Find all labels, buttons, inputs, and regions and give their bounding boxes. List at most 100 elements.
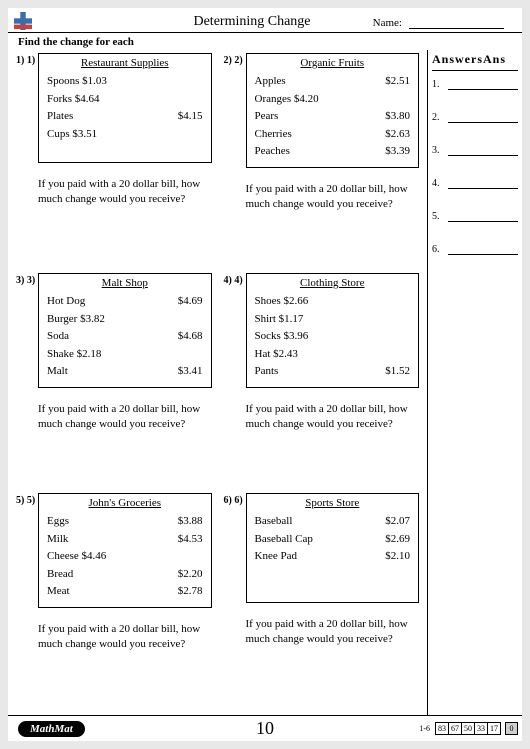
item-row: Pears $3.80: [255, 108, 411, 126]
item-row: Eggs$3.88: [47, 513, 203, 531]
item-price: $3.41: [178, 363, 203, 381]
score-cell: 50: [461, 722, 475, 735]
item-name: Cherries: [255, 126, 292, 144]
item-row: Hat $2.43: [255, 346, 411, 364]
item-row: Cups $3.51: [47, 126, 203, 144]
item-name: Milk: [47, 531, 68, 549]
score-final: 0: [505, 722, 518, 735]
item-row: Malt $3.41: [47, 363, 203, 381]
item-name: Plates: [47, 108, 73, 126]
item-name-price: Socks $3.96: [255, 328, 309, 346]
problem-number: 6) 6): [224, 493, 246, 603]
answer-input-line[interactable]: [448, 80, 518, 90]
problem: 1) 1)Restaurant SuppliesSpoons $1.03Fork…: [16, 53, 212, 267]
worksheet-page: Determining Change Name: Find the change…: [8, 8, 522, 741]
item-name-price: Burger $3.82: [47, 311, 105, 329]
item-name: Baseball: [255, 513, 293, 531]
item-row: Forks $4.64: [47, 91, 203, 109]
price-box: Sports StoreBaseball$2.07Baseball Cap$2.…: [246, 493, 420, 603]
score-cell: 67: [448, 722, 462, 735]
item-row: Milk $4.53: [47, 531, 203, 549]
item-price: $4.68: [178, 328, 203, 346]
question-text: If you paid with a 20 dollar bill, how m…: [16, 163, 212, 211]
item-name: Malt: [47, 363, 68, 381]
brand-badge: MathMat: [18, 721, 85, 737]
question-text: If you paid with a 20 dollar bill, how m…: [224, 603, 420, 651]
item-name-price: Shoes $2.66: [255, 293, 309, 311]
answer-number: 4.: [432, 178, 444, 189]
item-price: $2.10: [385, 548, 410, 566]
item-row: Bread $2.20: [47, 566, 203, 584]
item-name: Baseball Cap: [255, 531, 313, 549]
score-boxes: 83675033170: [436, 722, 518, 735]
answers-sidebar: AnswersAns 1. 2. 3. 4. 5. 6.: [427, 50, 522, 715]
item-price: $2.78: [178, 583, 203, 601]
item-name-price: Oranges $4.20: [255, 91, 319, 109]
problem-number: 3) 3): [16, 273, 38, 388]
item-price: $3.80: [385, 108, 410, 126]
item-row: Hot Dog$4.69: [47, 293, 203, 311]
answer-row: 1.: [432, 79, 518, 90]
page-number: 10: [256, 718, 274, 739]
item-name: Peaches: [255, 143, 290, 161]
item-row: Baseball $2.07: [255, 513, 411, 531]
item-row: Cheese $4.46: [47, 548, 203, 566]
score-cell: 33: [474, 722, 488, 735]
item-row: Spoons $1.03: [47, 73, 203, 91]
item-name-price: Hat $2.43: [255, 346, 298, 364]
item-name: Soda: [47, 328, 69, 346]
problem-number: 4) 4): [224, 273, 246, 388]
item-price: $4.15: [178, 108, 203, 126]
item-row: Meat $2.78: [47, 583, 203, 601]
item-name: Eggs: [47, 513, 69, 531]
price-box: Clothing StoreShoes $2.66Shirt $1.17Sock…: [246, 273, 420, 388]
name-input-line[interactable]: [409, 28, 504, 29]
problem-number: 1) 1): [16, 53, 38, 163]
answer-input-line[interactable]: [448, 179, 518, 189]
item-row: Oranges $4.20: [255, 91, 411, 109]
item-name: Bread: [47, 566, 73, 584]
store-title: John's Groceries: [47, 497, 203, 509]
price-box: Restaurant SuppliesSpoons $1.03Forks $4.…: [38, 53, 212, 163]
answer-input-line[interactable]: [448, 212, 518, 222]
answer-input-line[interactable]: [448, 245, 518, 255]
answer-input-line[interactable]: [448, 146, 518, 156]
problem: 3) 3) Malt Shop Hot Dog$4.69Burger $3.82So…: [16, 273, 212, 487]
answer-row: 2.: [432, 112, 518, 123]
item-row: Shoes $2.66: [255, 293, 411, 311]
item-price: $2.20: [178, 566, 203, 584]
answer-row: 5.: [432, 211, 518, 222]
item-row: Baseball Cap$2.69: [255, 531, 411, 549]
item-name: Pants: [255, 363, 279, 381]
score-range: 1-6: [419, 724, 432, 733]
answer-number: 6.: [432, 244, 444, 255]
item-name: Pears: [255, 108, 279, 126]
question-text: If you paid with a 20 dollar bill, how m…: [16, 388, 212, 436]
answer-number: 5.: [432, 211, 444, 222]
item-row: Knee Pad $2.10: [255, 548, 411, 566]
footer-right: 1-6 83675033170: [419, 722, 518, 735]
item-name: Knee Pad: [255, 548, 297, 566]
answer-number: 3.: [432, 145, 444, 156]
price-box: Organic FruitsApples$2.51Oranges $4.20Pe…: [246, 53, 420, 168]
header: Determining Change Name:: [8, 8, 522, 33]
answers-heading: AnswersAns: [432, 52, 518, 71]
item-row: Burger $3.82: [47, 311, 203, 329]
answer-input-line[interactable]: [448, 113, 518, 123]
item-price: $2.07: [385, 513, 410, 531]
item-row: Soda $4.68: [47, 328, 203, 346]
instruction-text: Find the change for each: [8, 33, 522, 50]
item-name-price: Spoons $1.03: [47, 73, 107, 91]
item-name: Meat: [47, 583, 70, 601]
store-title: Malt Shop: [47, 277, 203, 289]
item-name-price: Shake $2.18: [47, 346, 101, 364]
item-row: Apples$2.51: [255, 73, 411, 91]
problem: 4) 4)Clothing StoreShoes $2.66Shirt $1.1…: [224, 273, 420, 487]
logo-icon: [14, 12, 32, 30]
problem: 6) 6)Sports StoreBaseball$2.07Baseball C…: [224, 493, 420, 707]
store-title: Clothing Store: [255, 277, 411, 289]
score-cell: 17: [487, 722, 501, 735]
item-price: $4.53: [178, 531, 203, 549]
price-box: Malt Shop Hot Dog$4.69Burger $3.82Soda $4.…: [38, 273, 212, 388]
answer-number: 1.: [432, 79, 444, 90]
